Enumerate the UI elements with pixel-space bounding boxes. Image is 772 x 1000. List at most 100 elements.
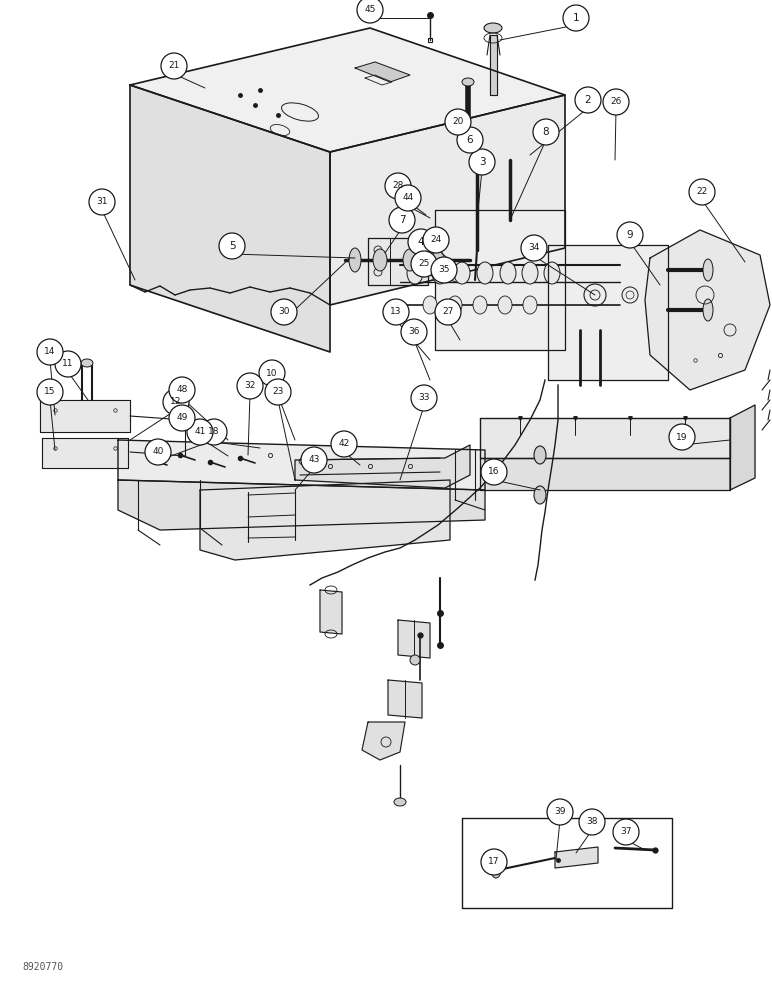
- Circle shape: [237, 373, 263, 399]
- Polygon shape: [118, 480, 485, 530]
- Text: 2: 2: [584, 95, 591, 105]
- Ellipse shape: [410, 655, 420, 665]
- Polygon shape: [118, 440, 485, 490]
- Text: 3: 3: [479, 157, 486, 167]
- Polygon shape: [42, 438, 128, 468]
- Circle shape: [163, 389, 189, 415]
- Polygon shape: [490, 35, 497, 95]
- Circle shape: [301, 447, 327, 473]
- Ellipse shape: [373, 249, 387, 271]
- Circle shape: [389, 207, 415, 233]
- Circle shape: [161, 53, 187, 79]
- Circle shape: [423, 227, 449, 253]
- Polygon shape: [730, 405, 755, 490]
- Circle shape: [431, 257, 457, 283]
- Polygon shape: [480, 458, 730, 490]
- Circle shape: [521, 235, 547, 261]
- Text: 40: 40: [152, 448, 164, 456]
- Text: 7: 7: [398, 215, 405, 225]
- Polygon shape: [555, 847, 598, 868]
- Text: 33: 33: [418, 393, 430, 402]
- Polygon shape: [130, 85, 330, 352]
- Circle shape: [579, 809, 605, 835]
- Ellipse shape: [432, 250, 444, 270]
- Circle shape: [481, 459, 507, 485]
- Ellipse shape: [473, 296, 487, 314]
- Ellipse shape: [498, 296, 512, 314]
- Circle shape: [603, 89, 629, 115]
- Ellipse shape: [403, 249, 417, 271]
- Text: 36: 36: [408, 328, 420, 336]
- Text: 21: 21: [168, 62, 180, 70]
- Polygon shape: [362, 722, 405, 760]
- Text: 23: 23: [273, 387, 283, 396]
- Text: 18: 18: [208, 428, 220, 436]
- Text: 16: 16: [488, 468, 499, 477]
- Circle shape: [411, 251, 437, 277]
- Polygon shape: [130, 28, 565, 152]
- Circle shape: [445, 109, 471, 135]
- Text: 6: 6: [467, 135, 473, 145]
- Text: 35: 35: [438, 265, 450, 274]
- Circle shape: [481, 849, 507, 875]
- Circle shape: [547, 799, 573, 825]
- Circle shape: [187, 419, 213, 445]
- Circle shape: [357, 0, 383, 23]
- Text: 9: 9: [627, 230, 633, 240]
- Text: 42: 42: [338, 440, 350, 448]
- Ellipse shape: [703, 299, 713, 321]
- Text: 27: 27: [442, 308, 454, 316]
- Text: 8920770: 8920770: [22, 962, 63, 972]
- Text: 24: 24: [430, 235, 442, 244]
- Circle shape: [617, 222, 643, 248]
- Circle shape: [669, 424, 695, 450]
- Text: 45: 45: [364, 5, 376, 14]
- Polygon shape: [645, 230, 770, 390]
- Circle shape: [271, 299, 297, 325]
- Text: 19: 19: [676, 432, 688, 442]
- Circle shape: [575, 87, 601, 113]
- Circle shape: [563, 5, 589, 31]
- Ellipse shape: [454, 262, 470, 284]
- Text: 38: 38: [586, 818, 598, 826]
- Text: 20: 20: [452, 117, 464, 126]
- Circle shape: [383, 299, 409, 325]
- Polygon shape: [548, 245, 668, 380]
- Text: 1: 1: [573, 13, 579, 23]
- Polygon shape: [40, 400, 130, 432]
- Ellipse shape: [462, 78, 474, 86]
- Circle shape: [469, 149, 495, 175]
- Ellipse shape: [544, 262, 560, 284]
- Circle shape: [401, 319, 427, 345]
- Text: 39: 39: [554, 808, 566, 816]
- Polygon shape: [330, 95, 565, 305]
- Text: 37: 37: [620, 828, 631, 836]
- Ellipse shape: [703, 259, 713, 281]
- Text: 14: 14: [44, 348, 56, 357]
- Circle shape: [169, 405, 195, 431]
- Text: 22: 22: [696, 188, 708, 196]
- Circle shape: [613, 819, 639, 845]
- Circle shape: [37, 339, 63, 365]
- Text: 15: 15: [44, 387, 56, 396]
- Circle shape: [533, 119, 559, 145]
- Ellipse shape: [484, 23, 502, 33]
- Polygon shape: [388, 680, 422, 718]
- Ellipse shape: [349, 248, 361, 272]
- Circle shape: [219, 233, 245, 259]
- Circle shape: [259, 360, 285, 386]
- Ellipse shape: [448, 296, 462, 314]
- Text: 31: 31: [96, 198, 108, 207]
- Text: 28: 28: [392, 182, 404, 190]
- Ellipse shape: [523, 296, 537, 314]
- Polygon shape: [295, 445, 470, 488]
- Text: 49: 49: [176, 414, 188, 422]
- Text: 5: 5: [229, 241, 235, 251]
- Ellipse shape: [534, 446, 546, 464]
- Circle shape: [411, 385, 437, 411]
- Text: 11: 11: [63, 360, 74, 368]
- Text: 32: 32: [244, 381, 256, 390]
- Text: 43: 43: [308, 456, 320, 464]
- Ellipse shape: [394, 798, 406, 806]
- Circle shape: [408, 229, 434, 255]
